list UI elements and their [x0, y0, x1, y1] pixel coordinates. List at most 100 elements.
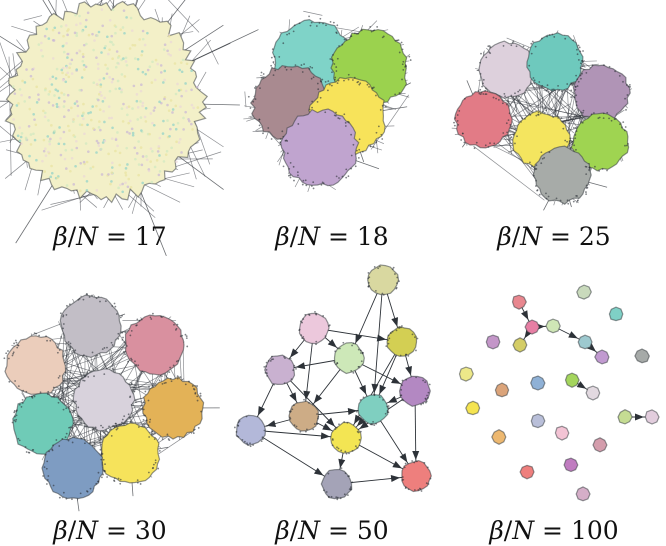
node-dot: [84, 442, 86, 445]
node-dot: [424, 401, 427, 404]
node-dot: [85, 188, 89, 192]
cluster-body: [357, 394, 389, 425]
cluster: [545, 318, 561, 334]
node-dot: [379, 108, 382, 111]
node-dot: [625, 108, 627, 111]
node-dot: [98, 108, 102, 111]
node-dot: [83, 132, 86, 136]
node-dot: [340, 449, 343, 452]
node-dot: [147, 424, 150, 427]
node-dot: [51, 28, 55, 32]
node-dot: [143, 115, 147, 119]
node-dot: [58, 375, 61, 377]
node-dot: [267, 360, 270, 362]
node-dot: [124, 171, 127, 174]
node-dot: [65, 42, 68, 45]
node-dot: [96, 354, 99, 357]
node-dot: [272, 61, 275, 63]
node-dot: [237, 424, 239, 427]
node-dot: [537, 111, 540, 114]
node-dot: [33, 332, 36, 335]
node-dot: [532, 77, 535, 79]
node-dot: [85, 293, 88, 295]
node-dot: [107, 173, 110, 176]
node-dot: [53, 26, 57, 30]
node-dot: [121, 314, 123, 317]
node-dot: [108, 425, 110, 428]
node-dot: [159, 64, 163, 67]
node-dot: [457, 123, 460, 126]
node-dot: [15, 414, 18, 417]
node-dot: [154, 58, 158, 62]
node-dot: [97, 471, 100, 474]
node-dot: [270, 138, 273, 140]
node-dot: [311, 106, 313, 109]
node-dot: [106, 67, 109, 70]
node-dot: [69, 342, 72, 345]
node-dot: [590, 113, 593, 116]
node-dot: [49, 137, 52, 141]
node-dot: [51, 448, 54, 451]
node-dot: [133, 43, 137, 47]
node-dot: [321, 78, 324, 81]
link-arrowhead: [313, 467, 324, 476]
node-dot: [485, 93, 488, 96]
node-dot: [180, 70, 184, 74]
node-dot: [344, 121, 347, 124]
node-dot: [199, 395, 202, 397]
node-dot: [71, 427, 74, 429]
node-dot: [503, 92, 506, 95]
node-dot: [566, 83, 569, 85]
node-dot: [111, 8, 115, 12]
cluster-body: [453, 90, 513, 149]
node-dot: [71, 120, 75, 123]
node-dot: [359, 349, 362, 352]
node-dot: [3, 357, 6, 360]
node-dot: [81, 52, 85, 56]
node-dot: [572, 126, 575, 129]
node-dot: [37, 98, 41, 101]
cluster-body: [333, 341, 365, 375]
node-dot: [343, 79, 345, 82]
node-dot: [51, 104, 55, 107]
node-dot: [404, 486, 407, 489]
panel-beta-25: [444, 0, 666, 211]
node-dot: [173, 323, 175, 326]
node-dot: [151, 121, 154, 125]
node-dot: [25, 390, 28, 393]
node-dot: [321, 181, 324, 184]
cluster: [333, 341, 365, 375]
node-dot: [163, 78, 166, 82]
node-dot: [130, 404, 133, 406]
node-dot: [299, 320, 302, 323]
node-dot: [148, 385, 150, 388]
node-dot: [518, 89, 521, 92]
caption-beta-17: β/N = 17: [53, 222, 167, 251]
node-dot: [87, 375, 90, 378]
node-dot: [137, 364, 140, 367]
node-dot: [336, 446, 338, 449]
node-dot: [601, 168, 604, 170]
node-dot: [53, 129, 56, 133]
node-dot: [281, 130, 284, 133]
node-dot: [289, 161, 292, 164]
node-dot: [65, 497, 68, 500]
node-dot: [291, 408, 294, 411]
node-dot: [396, 39, 399, 42]
node-dot: [574, 134, 577, 136]
node-dot: [68, 303, 71, 306]
node-dot: [116, 424, 119, 427]
node-dot: [18, 88, 22, 91]
node-dot: [56, 346, 59, 349]
node-dot: [581, 72, 583, 75]
node-dot: [65, 314, 68, 316]
node-dot: [316, 413, 318, 415]
node-dot: [127, 105, 131, 108]
cluster: [570, 64, 631, 125]
node-dot: [151, 467, 154, 470]
node-dot: [80, 422, 83, 425]
node-dot: [272, 74, 275, 76]
caption-beta-30: β/N = 30: [53, 516, 167, 545]
link-arrowhead: [391, 376, 401, 384]
node-dot: [23, 81, 27, 84]
